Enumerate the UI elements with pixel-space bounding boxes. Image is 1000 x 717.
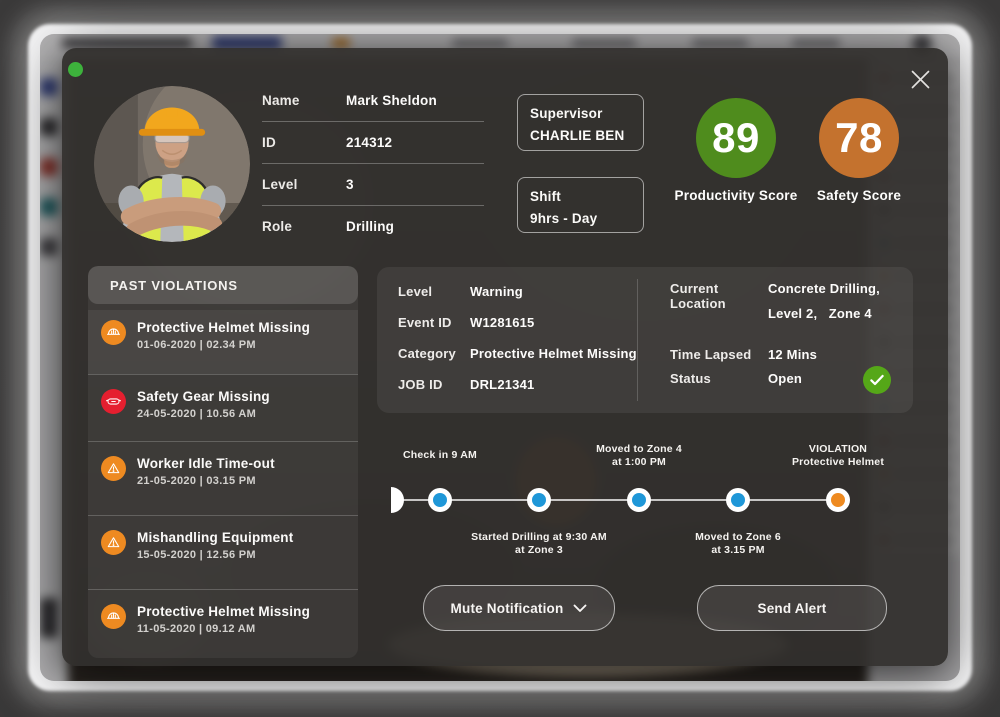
violation-list-item[interactable]: Worker Idle Time-out 21-05-2020 | 03.15 …	[88, 441, 358, 515]
timeline-label-violation: VIOLATION Protective Helmet	[791, 443, 885, 468]
helmet-icon	[101, 320, 126, 345]
current-location-label: Current Location	[670, 281, 726, 311]
timeline-node-violation[interactable]	[826, 488, 850, 512]
profile-field-row: Level 3	[262, 164, 484, 206]
mute-notification-button[interactable]: Mute Notification	[423, 585, 615, 631]
detail-value: Warning	[470, 284, 523, 299]
timeline-label-drilling: Started Drilling at 9:30 AM at Zone 3	[471, 531, 607, 556]
panel-divider	[637, 279, 638, 401]
chevron-down-icon	[573, 604, 587, 613]
profile-fields: Name Mark Sheldon ID 214312 Level 3 Role…	[262, 80, 484, 247]
productivity-score-label: Productivity Score	[674, 188, 798, 203]
field-value: Drilling	[346, 219, 395, 234]
time-lapsed-value: 12 Mins	[768, 347, 818, 362]
warning-triangle-icon	[101, 530, 126, 555]
detail-label: JOB ID	[398, 377, 443, 392]
current-location-line1: Concrete Drilling,	[768, 281, 880, 296]
shift-box: Shift 9hrs - Day	[517, 177, 644, 233]
status-open-check-icon	[863, 366, 891, 394]
warning-triangle-icon	[101, 456, 126, 481]
worker-detail-modal: Name Mark Sheldon ID 214312 Level 3 Role…	[62, 48, 948, 666]
field-value: 214312	[346, 135, 393, 150]
field-label: Name	[262, 93, 300, 108]
status-value: Open	[768, 371, 803, 386]
traffic-light-green-dot	[68, 62, 83, 77]
past-violations-panel: PAST VIOLATIONS Protective Helmet Missin…	[88, 266, 358, 658]
field-label: Role	[262, 219, 293, 234]
time-lapsed-label: Time Lapsed	[670, 347, 752, 362]
safety-score-value: 78	[835, 114, 883, 161]
supervisor-box: Supervisor CHARLIE BEN	[517, 94, 644, 151]
violation-list-item[interactable]: Mishandling Equipment 15-05-2020 | 12.56…	[88, 515, 358, 589]
timeline-label-checkin: Check in 9 AM	[403, 449, 477, 461]
violation-list-item[interactable]: Safety Gear Missing 24-05-2020 | 10.56 A…	[88, 374, 358, 441]
close-button[interactable]	[905, 64, 935, 94]
shift-value: 9hrs - Day	[530, 211, 598, 226]
field-label: Level	[262, 177, 298, 192]
timeline-track	[393, 499, 838, 501]
timeline-label-zone6: Moved to Zone 6 at 3.15 PM	[695, 531, 781, 556]
status-label: Status	[670, 371, 711, 386]
violation-title: Worker Idle Time-out	[137, 456, 275, 471]
shift-label: Shift	[530, 189, 561, 204]
timeline-node-checkin[interactable]	[428, 488, 452, 512]
send-alert-label: Send Alert	[757, 600, 827, 616]
timeline-node-zone4[interactable]	[627, 488, 651, 512]
safety-score-circle: 78	[819, 98, 899, 178]
violation-datetime: 24-05-2020 | 10.56 AM	[137, 408, 257, 420]
violation-title: Safety Gear Missing	[137, 389, 270, 404]
send-alert-button[interactable]: Send Alert	[697, 585, 887, 631]
mute-notification-label: Mute Notification	[450, 600, 564, 616]
violation-title: Mishandling Equipment	[137, 530, 294, 545]
detail-label: Event ID	[398, 315, 452, 330]
past-violations-title: PAST VIOLATIONS	[88, 266, 358, 304]
timeline-start-marker	[391, 487, 404, 513]
profile-field-row: Name Mark Sheldon	[262, 80, 484, 122]
detail-label: Category	[398, 346, 456, 361]
detail-label: Level	[398, 284, 433, 299]
safety-score-label: Safety Score	[816, 188, 902, 203]
timeline-node-drilling[interactable]	[527, 488, 551, 512]
violation-list-item[interactable]: Protective Helmet Missing 11-05-2020 | 0…	[88, 589, 358, 658]
profile-field-row: ID 214312	[262, 122, 484, 164]
violation-datetime: 21-05-2020 | 03.15 PM	[137, 475, 256, 487]
current-location-line2: Level 2, Zone 4	[768, 306, 872, 321]
productivity-score-value: 89	[712, 114, 760, 161]
profile-field-row: Role Drilling	[262, 206, 484, 247]
safety-goggles-icon	[101, 389, 126, 414]
violation-title: Protective Helmet Missing	[137, 604, 311, 619]
field-label: ID	[262, 135, 276, 150]
timeline-node-zone6[interactable]	[726, 488, 750, 512]
violation-details-panel: Level Warning Event ID W1281615 Category…	[377, 267, 913, 413]
field-value: Mark Sheldon	[346, 93, 437, 108]
violation-datetime: 01-06-2020 | 02.34 PM	[137, 339, 256, 351]
timeline-label-zone4: Moved to Zone 4 at 1:00 PM	[596, 443, 682, 468]
detail-value: DRL21341	[470, 377, 535, 392]
supervisor-name: CHARLIE BEN	[530, 128, 625, 143]
violation-datetime: 15-05-2020 | 12.56 PM	[137, 549, 256, 561]
supervisor-label: Supervisor	[530, 106, 603, 121]
productivity-score-circle: 89	[696, 98, 776, 178]
violation-datetime: 11-05-2020 | 09.12 AM	[137, 623, 256, 635]
violation-list-item[interactable]: Protective Helmet Missing 01-06-2020 | 0…	[88, 310, 358, 374]
detail-value: Protective Helmet Missing	[470, 346, 637, 361]
close-icon	[911, 70, 930, 89]
violation-title: Protective Helmet Missing	[137, 320, 311, 335]
detail-value: W1281615	[470, 315, 535, 330]
helmet-icon	[101, 604, 126, 629]
field-value: 3	[346, 177, 354, 192]
worker-photo	[94, 86, 250, 242]
